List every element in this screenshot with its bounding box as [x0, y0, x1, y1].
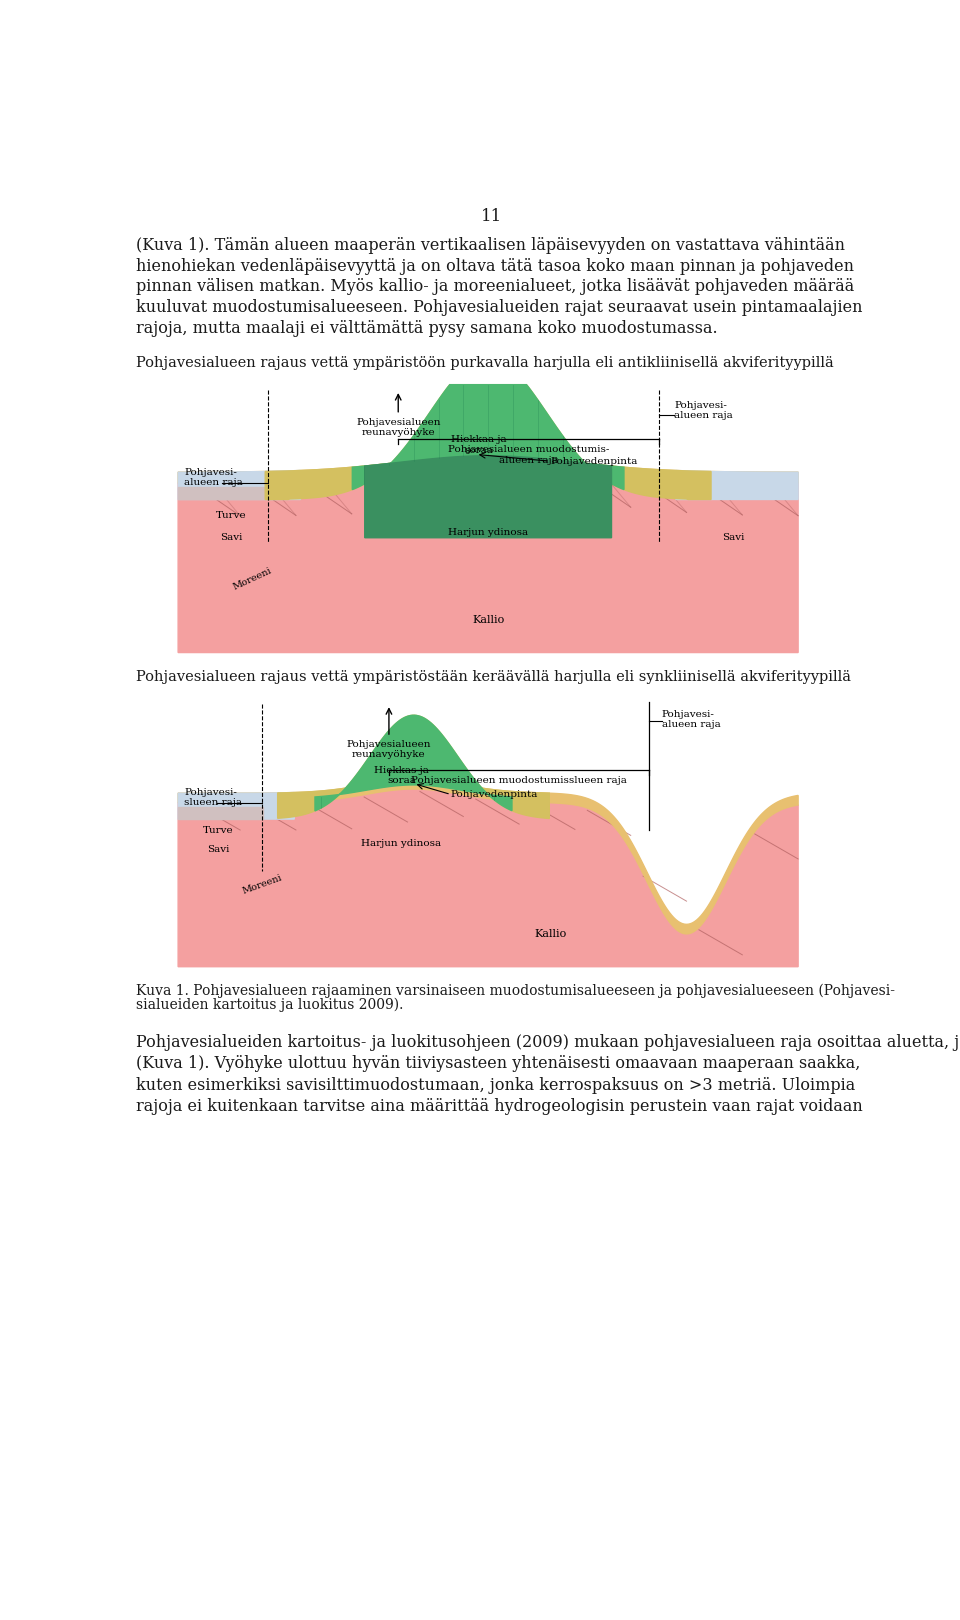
Text: Pohjavesi-
alueen raja: Pohjavesi- alueen raja: [661, 710, 720, 729]
Polygon shape: [179, 792, 295, 820]
Polygon shape: [365, 455, 612, 538]
Polygon shape: [179, 467, 798, 653]
Text: Harjun ydinosa: Harjun ydinosa: [448, 528, 528, 536]
Text: Pohjavesialueen
reunavyöhyke: Pohjavesialueen reunavyöhyke: [356, 418, 441, 437]
Text: Pohjavedenpinta: Pohjavedenpinta: [451, 791, 539, 799]
Polygon shape: [179, 779, 798, 933]
Text: Pohjavesialueen rajaus vettä ympäristöstään keräävällä harjulla eli synkliinisel: Pohjavesialueen rajaus vettä ympäristöst…: [135, 671, 851, 684]
Text: Pohjavesi-
alueen raja: Pohjavesi- alueen raja: [674, 402, 732, 421]
Text: Pohjavesi-
slueen raja: Pohjavesi- slueen raja: [184, 787, 242, 807]
Polygon shape: [179, 488, 276, 499]
Text: Pohjavesialueen
reunavyöhyke: Pohjavesialueen reunavyöhyke: [347, 740, 431, 760]
Text: Pohjavesialueen muodostumis-
alueen raja: Pohjavesialueen muodostumis- alueen raja: [447, 446, 609, 465]
Text: 11: 11: [481, 209, 503, 225]
Text: kuuluvat muodostumisalueeseen. Pohjavesialueiden rajat seuraavat usein pintamaal: kuuluvat muodostumisalueeseen. Pohjavesi…: [135, 300, 862, 316]
Polygon shape: [265, 384, 711, 499]
Text: Moreeni: Moreeni: [241, 873, 283, 896]
Text: hienohiekan vedenläpäisevyyttä ja on oltava tätä tasoa koko maan pinnan ja pohja: hienohiekan vedenläpäisevyyttä ja on olt…: [135, 258, 853, 274]
Text: sialueiden kartoitus ja luokitus 2009).: sialueiden kartoitus ja luokitus 2009).: [135, 998, 403, 1012]
Text: Turve: Turve: [204, 826, 233, 834]
Text: Hiekkaa ja
soraa: Hiekkaa ja soraa: [451, 436, 507, 455]
Text: pinnan välisen matkan. Myös kallio- ja moreenialueet, jotka lisäävät pohjaveden : pinnan välisen matkan. Myös kallio- ja m…: [135, 279, 853, 295]
Text: (Kuva 1). Vyöhyke ulottuu hyvän tiiviysasteen yhtenäisesti omaavaan maaperaan sa: (Kuva 1). Vyöhyke ulottuu hyvän tiiviysa…: [135, 1055, 860, 1072]
Text: Pohjavedenpinta: Pohjavedenpinta: [550, 457, 637, 465]
Text: Pohjavesi-
alueen raja: Pohjavesi- alueen raja: [184, 468, 243, 488]
Text: Harjun ydinosa: Harjun ydinosa: [361, 839, 442, 849]
Text: rajoja, mutta maalaji ei välttämättä pysy samana koko muodostumassa.: rajoja, mutta maalaji ei välttämättä pys…: [135, 319, 717, 337]
Text: Savi: Savi: [722, 533, 744, 543]
Text: Moreeni: Moreeni: [231, 565, 274, 591]
Text: Kallio: Kallio: [534, 928, 566, 940]
Text: kuten esimerkiksi savisilttimuodostumaan, jonka kerrospaksuus on >3 metriä. Uloi: kuten esimerkiksi savisilttimuodostumaan…: [135, 1077, 854, 1094]
Text: rajoja ei kuitenkaan tarvitse aina määrittää hydrogeologisin perustein vaan raja: rajoja ei kuitenkaan tarvitse aina määri…: [135, 1098, 862, 1116]
Polygon shape: [352, 384, 624, 489]
Text: Savi: Savi: [220, 533, 242, 543]
Text: Kallio: Kallio: [472, 614, 504, 625]
Text: Turve: Turve: [215, 512, 246, 520]
Polygon shape: [179, 470, 300, 499]
Polygon shape: [676, 470, 798, 499]
Polygon shape: [179, 789, 798, 967]
Text: Pohjavesialueiden kartoitus- ja luokitusohjeen (2009) mukaan pohjavesialueen raj: Pohjavesialueiden kartoitus- ja luokitus…: [135, 1034, 960, 1051]
Polygon shape: [277, 716, 549, 818]
Text: Kuva 1. Pohjavesialueen rajaaminen varsinaiseen muodostumisalueeseen ja pohjaves: Kuva 1. Pohjavesialueen rajaaminen varsi…: [135, 983, 895, 998]
Text: Pohjavesialueen rajaus vettä ympäristöön purkavalla harjulla eli antikliinisellä: Pohjavesialueen rajaus vettä ympäristöön…: [135, 356, 833, 369]
Polygon shape: [179, 807, 263, 820]
Text: Hiekkas ja
soraa: Hiekkas ja soraa: [373, 766, 429, 786]
Text: (Kuva 1). Tämän alueen maaperän vertikaalisen läpäisevyyden on vastattava vähint: (Kuva 1). Tämän alueen maaperän vertikaa…: [135, 237, 845, 254]
Polygon shape: [179, 455, 798, 483]
Polygon shape: [315, 716, 512, 812]
Text: Savi: Savi: [207, 844, 229, 854]
Text: Pohjavesialueen muodostumisslueen raja: Pohjavesialueen muodostumisslueen raja: [411, 776, 627, 786]
